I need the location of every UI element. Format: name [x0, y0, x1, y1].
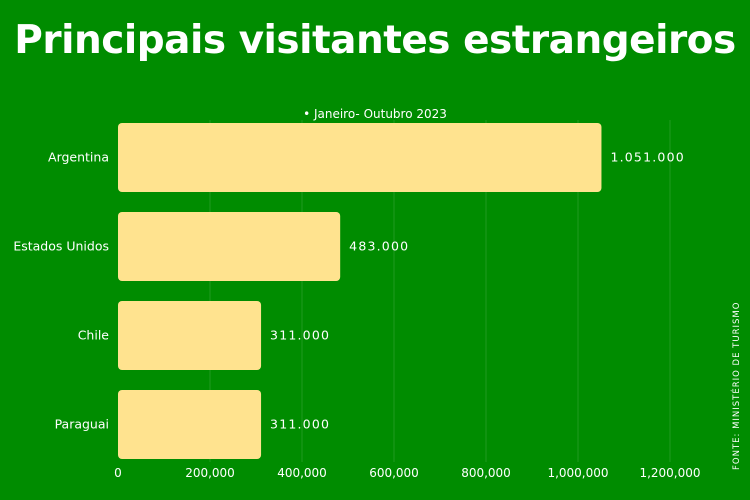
- category-label: Estados Unidos: [13, 239, 109, 254]
- x-tick-label: 800,000: [461, 466, 511, 480]
- value-label: 311.000: [270, 328, 330, 343]
- bar: [118, 301, 262, 370]
- value-label: 483.000: [349, 239, 409, 254]
- chart-title: Principais visitantes estrangeiros: [14, 18, 736, 63]
- bar: [118, 390, 262, 459]
- x-tick-label: 400,000: [277, 466, 327, 480]
- bar: [118, 212, 341, 281]
- category-label: Paraguai: [55, 417, 109, 432]
- x-tick-label: 0: [114, 466, 122, 480]
- x-tick-label: 1,000,000: [547, 466, 608, 480]
- value-label: 311.000: [270, 417, 330, 432]
- x-tick-label: 600,000: [369, 466, 419, 480]
- value-label: 1.051.000: [610, 150, 684, 165]
- x-tick-label: 200,000: [185, 466, 235, 480]
- bar: [118, 123, 602, 192]
- category-label: Chile: [78, 328, 110, 343]
- chart-legend: • Janeiro- Outubro 2023: [303, 107, 447, 121]
- x-tick-label: 1,200,000: [639, 466, 700, 480]
- category-label: Argentina: [48, 150, 109, 165]
